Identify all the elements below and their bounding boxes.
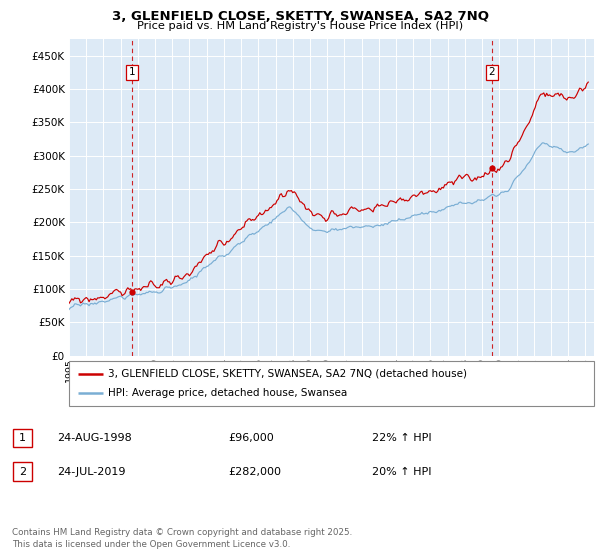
- Text: Price paid vs. HM Land Registry's House Price Index (HPI): Price paid vs. HM Land Registry's House …: [137, 21, 463, 31]
- Text: Contains HM Land Registry data © Crown copyright and database right 2025.
This d: Contains HM Land Registry data © Crown c…: [12, 528, 352, 549]
- FancyBboxPatch shape: [69, 361, 594, 406]
- Text: 2: 2: [488, 67, 495, 77]
- Text: 3, GLENFIELD CLOSE, SKETTY, SWANSEA, SA2 7NQ (detached house): 3, GLENFIELD CLOSE, SKETTY, SWANSEA, SA2…: [109, 368, 467, 379]
- Text: 24-JUL-2019: 24-JUL-2019: [57, 466, 125, 477]
- Text: 3, GLENFIELD CLOSE, SKETTY, SWANSEA, SA2 7NQ: 3, GLENFIELD CLOSE, SKETTY, SWANSEA, SA2…: [112, 10, 488, 22]
- Text: 24-AUG-1998: 24-AUG-1998: [57, 433, 132, 443]
- Text: 1: 1: [19, 433, 26, 443]
- Text: 2: 2: [19, 466, 26, 477]
- Text: 1: 1: [128, 67, 135, 77]
- Text: 22% ↑ HPI: 22% ↑ HPI: [372, 433, 431, 443]
- Text: 20% ↑ HPI: 20% ↑ HPI: [372, 466, 431, 477]
- Text: HPI: Average price, detached house, Swansea: HPI: Average price, detached house, Swan…: [109, 389, 347, 399]
- Text: £282,000: £282,000: [228, 466, 281, 477]
- Text: £96,000: £96,000: [228, 433, 274, 443]
- FancyBboxPatch shape: [13, 429, 32, 447]
- FancyBboxPatch shape: [13, 463, 32, 480]
